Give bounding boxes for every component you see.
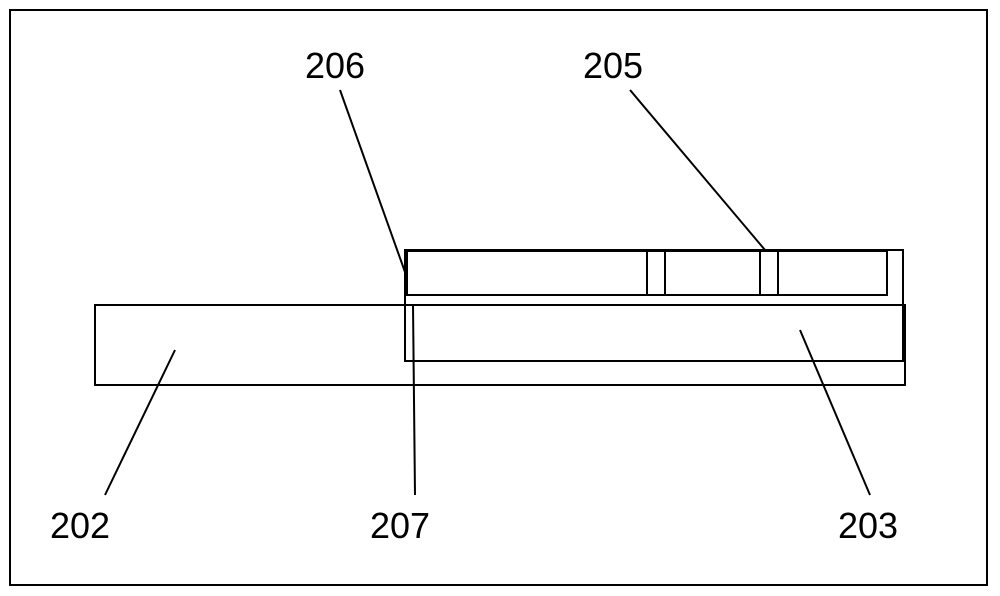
outer-frame	[10, 10, 987, 585]
shape-notch-left	[647, 251, 665, 295]
label-203: 203	[838, 505, 898, 547]
leader-line-205	[630, 90, 765, 250]
label-207: 207	[370, 505, 430, 547]
leader-line-206	[340, 90, 405, 272]
label-202: 202	[50, 505, 110, 547]
label-206: 206	[305, 45, 365, 87]
diagram-canvas: 206 205 202 207 203	[0, 0, 1000, 596]
label-205: 205	[583, 45, 643, 87]
shape-lower-bar	[95, 305, 905, 385]
shape-notch-right	[760, 251, 778, 295]
